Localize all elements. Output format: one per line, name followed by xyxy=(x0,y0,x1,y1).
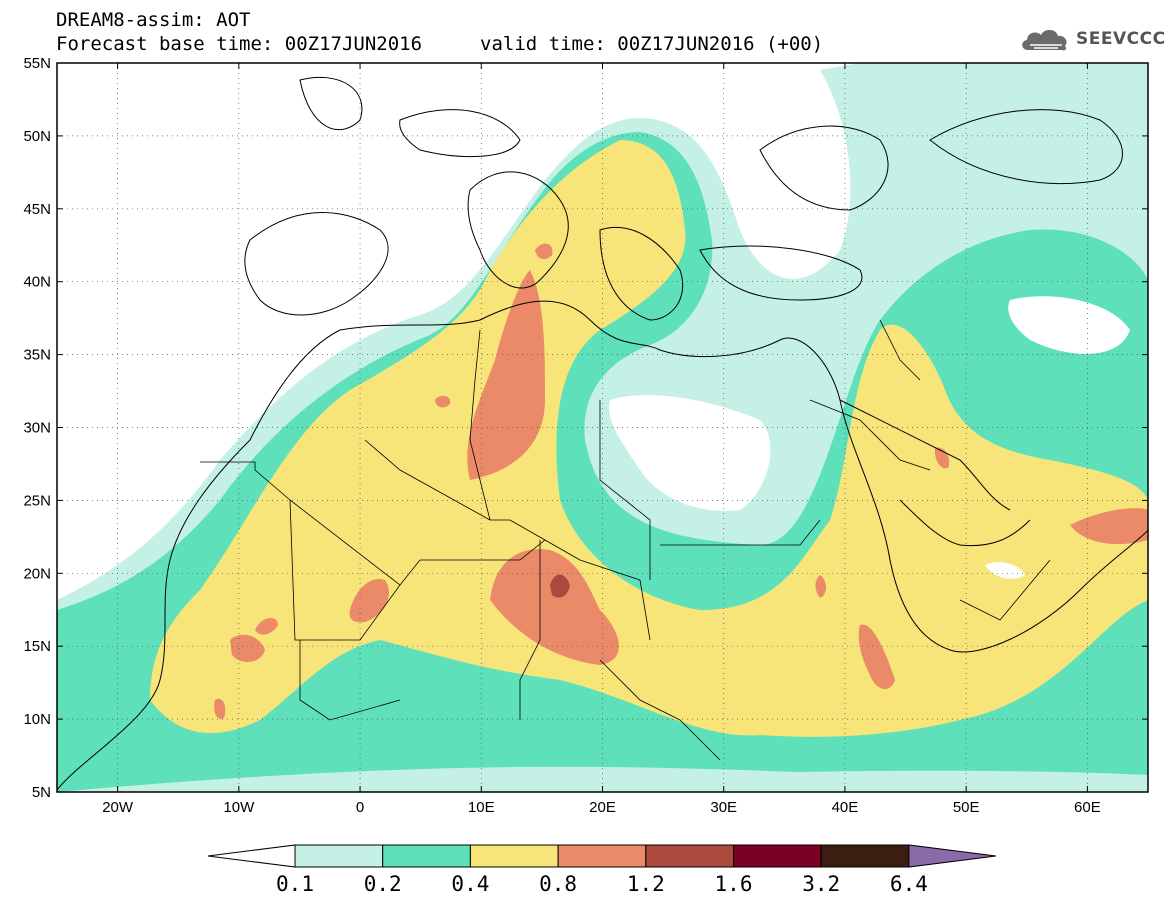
aot-level-0.4 xyxy=(150,140,1148,737)
country-borders xyxy=(200,319,1051,761)
coastlines xyxy=(57,76,1148,791)
graticule xyxy=(57,63,1148,792)
aot-level-0.8 xyxy=(214,243,1148,719)
colorbar-swatch xyxy=(469,844,559,868)
lat-label: 40N xyxy=(23,274,51,291)
lon-label: 20W xyxy=(102,799,134,816)
colorbar-label: 1.2 xyxy=(626,872,665,896)
colorbar-swatch xyxy=(294,844,384,868)
colorbar-swatch xyxy=(645,844,734,868)
lon-label: 10E xyxy=(468,799,495,816)
longitude-labels: 20W 10W 0 10E 20E 30E 40E 50E 60E xyxy=(102,799,1101,816)
colorbar-swatch xyxy=(382,844,471,868)
aot-clear-patches xyxy=(609,296,1130,579)
lat-label: 25N xyxy=(23,492,51,509)
seevccc-logo: SEEVCCC xyxy=(1018,22,1165,56)
forecast-base-time: Forecast base time: 00Z17JUN2016 xyxy=(56,33,423,55)
lat-label: 15N xyxy=(23,638,51,655)
lat-label: 20N xyxy=(23,565,51,582)
lat-label: 30N xyxy=(23,420,51,437)
lon-label: 40E xyxy=(832,799,859,816)
lon-label: 20E xyxy=(589,799,616,816)
lat-label: 5N xyxy=(32,784,51,801)
valid-time: valid time: 00Z17JUN2016 (+00) xyxy=(480,33,824,55)
latitude-labels: 5N 10N 15N 20N 25N 30N 35N 40N 45N 50N 55N xyxy=(23,55,51,801)
axis-ticks xyxy=(57,62,1148,793)
colorbar-label: 3.2 xyxy=(802,872,841,896)
colorbar-label: 0.4 xyxy=(451,872,490,896)
cloud-icon xyxy=(1022,29,1067,51)
colorbar-swatch xyxy=(820,844,910,868)
colorbar xyxy=(207,844,996,868)
lat-label: 35N xyxy=(23,347,51,364)
aot-field xyxy=(57,63,1148,792)
lon-label: 50E xyxy=(953,799,980,816)
lon-label: 0 xyxy=(356,799,364,816)
map-title: DREAM8-assim: AOT xyxy=(56,9,251,31)
lat-label: 45N xyxy=(23,201,51,218)
colorbar-label: 6.4 xyxy=(889,872,928,896)
aot-level-1.2 xyxy=(550,574,570,598)
lat-label: 55N xyxy=(23,55,51,72)
colorbar-label: 0.2 xyxy=(363,872,402,896)
colorbar-extend-low xyxy=(207,844,296,868)
lon-label: 10W xyxy=(223,799,255,816)
logo-text: SEEVCCC xyxy=(1076,29,1165,49)
colorbar-label: 0.8 xyxy=(539,872,578,896)
lon-label: 30E xyxy=(710,799,737,816)
lat-label: 10N xyxy=(23,711,51,728)
colorbar-extend-high xyxy=(908,844,996,868)
colorbar-label: 0.1 xyxy=(276,872,314,896)
lat-label: 50N xyxy=(23,128,51,145)
colorbar-swatch xyxy=(733,844,822,868)
lon-label: 60E xyxy=(1074,799,1101,816)
colorbar-label: 1.6 xyxy=(714,872,753,896)
colorbar-swatch xyxy=(557,844,647,868)
